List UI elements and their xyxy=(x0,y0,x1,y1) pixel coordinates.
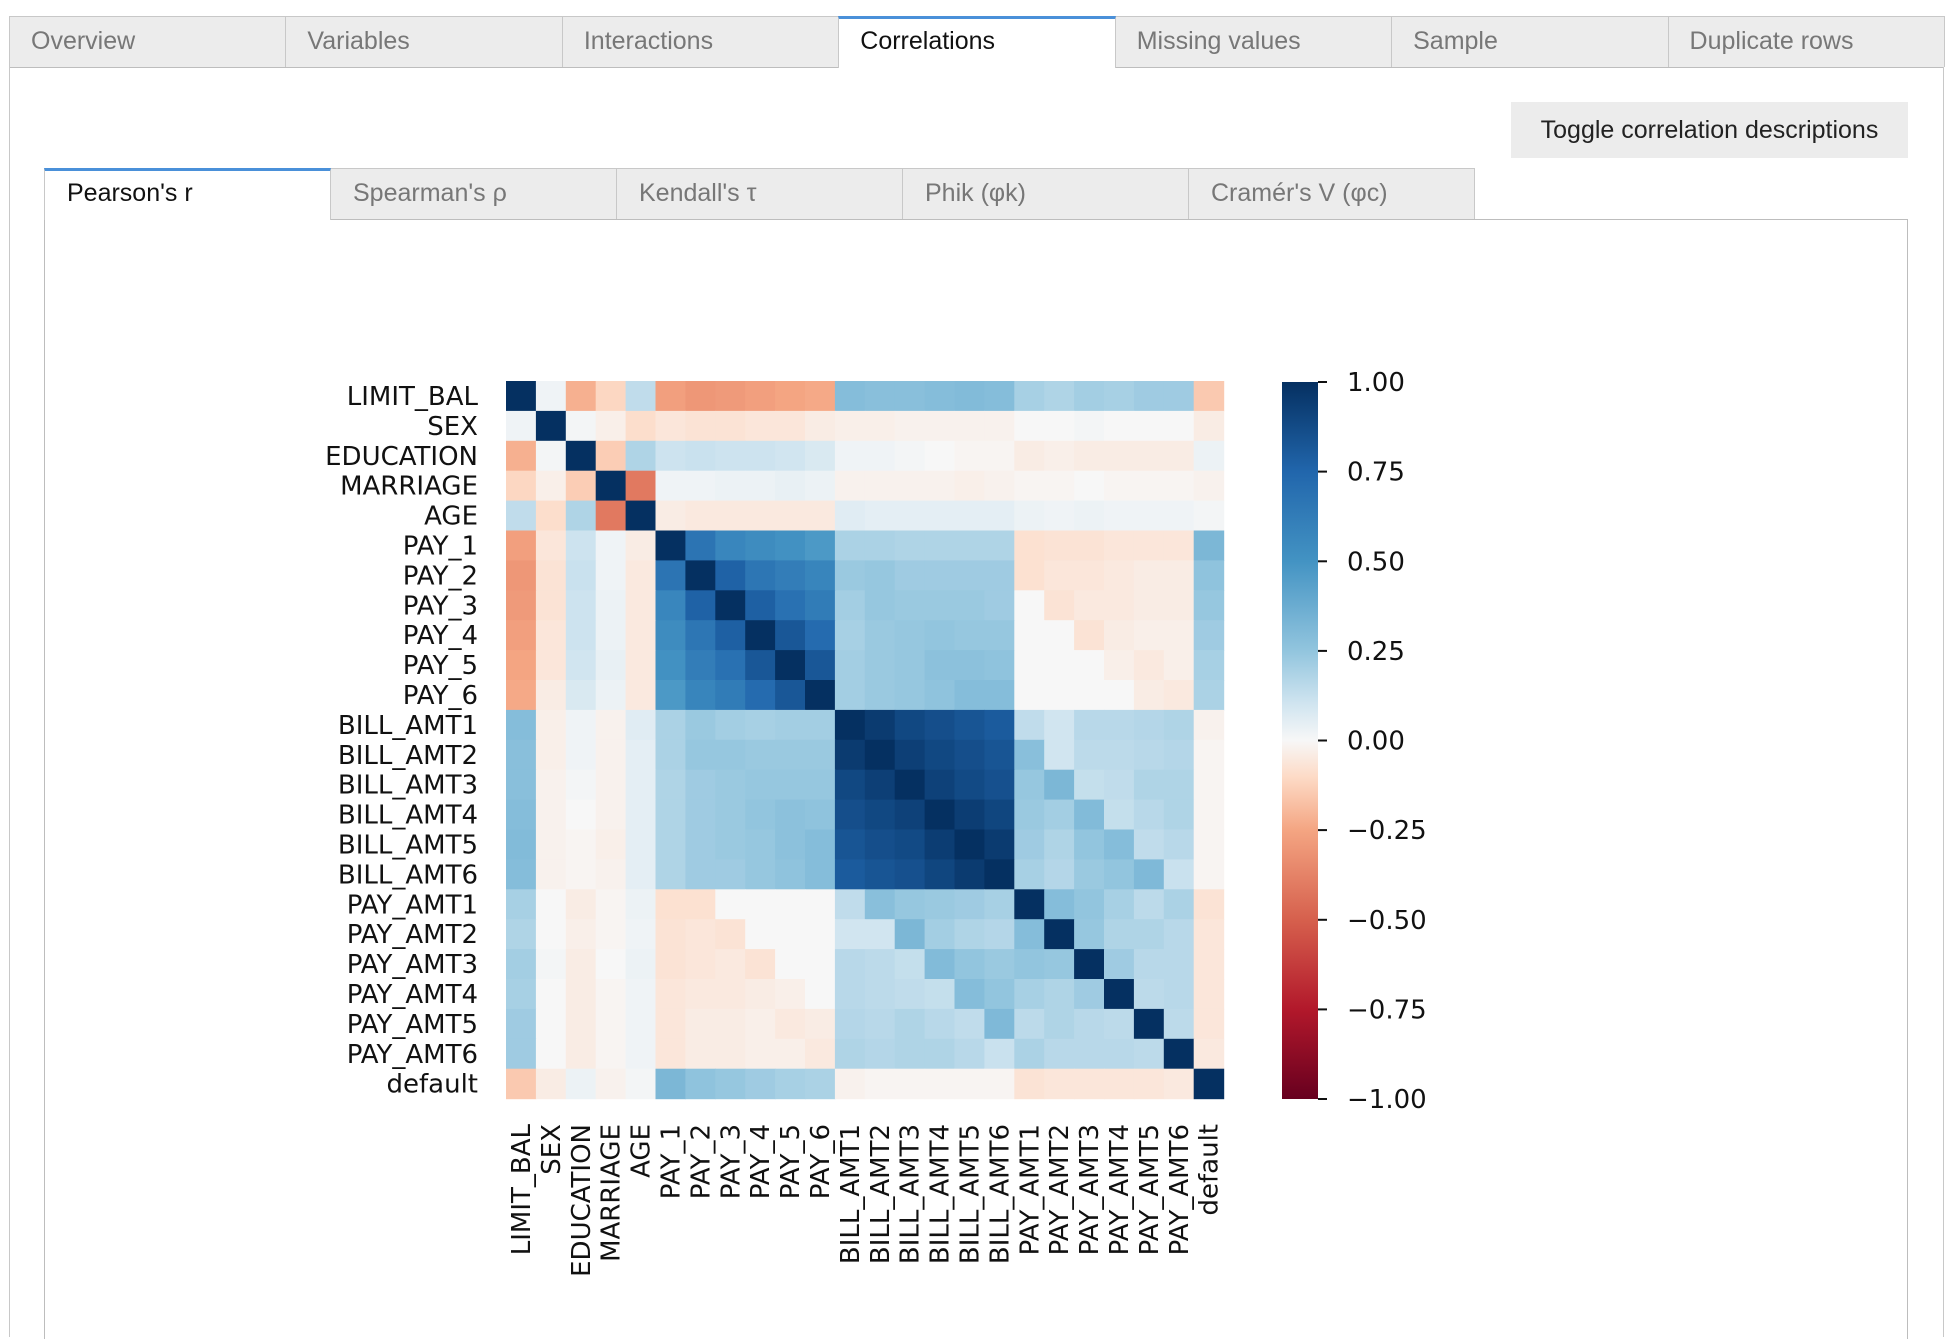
tab-sample[interactable]: Sample xyxy=(1391,16,1669,67)
tab-correlations[interactable]: Correlations xyxy=(838,16,1116,68)
tab-cramers-v[interactable]: Cramér's V (φc) xyxy=(1188,168,1475,219)
tab-interactions[interactable]: Interactions xyxy=(561,16,840,67)
correlation-method-tab-bar: Pearson's r Spearman's ρ Kendall's τ Phi… xyxy=(44,168,1475,220)
tab-spearman[interactable]: Spearman's ρ xyxy=(330,168,617,219)
tab-pearson[interactable]: Pearson's r xyxy=(44,168,331,220)
tab-missing-values[interactable]: Missing values xyxy=(1114,16,1393,67)
tab-phik[interactable]: Phik (φk) xyxy=(902,168,1189,219)
tab-overview[interactable]: Overview xyxy=(9,16,287,67)
tab-duplicate-rows[interactable]: Duplicate rows xyxy=(1667,16,1945,67)
toggle-correlation-descriptions-button[interactable]: Toggle correlation descriptions xyxy=(1511,102,1908,158)
pearson-panel xyxy=(44,219,1908,1339)
correlations-panel xyxy=(9,67,1944,1337)
report-tab-bar: Overview Variables Interactions Correlat… xyxy=(9,16,1945,68)
tab-variables[interactable]: Variables xyxy=(285,16,563,67)
tab-kendall[interactable]: Kendall's τ xyxy=(616,168,903,219)
